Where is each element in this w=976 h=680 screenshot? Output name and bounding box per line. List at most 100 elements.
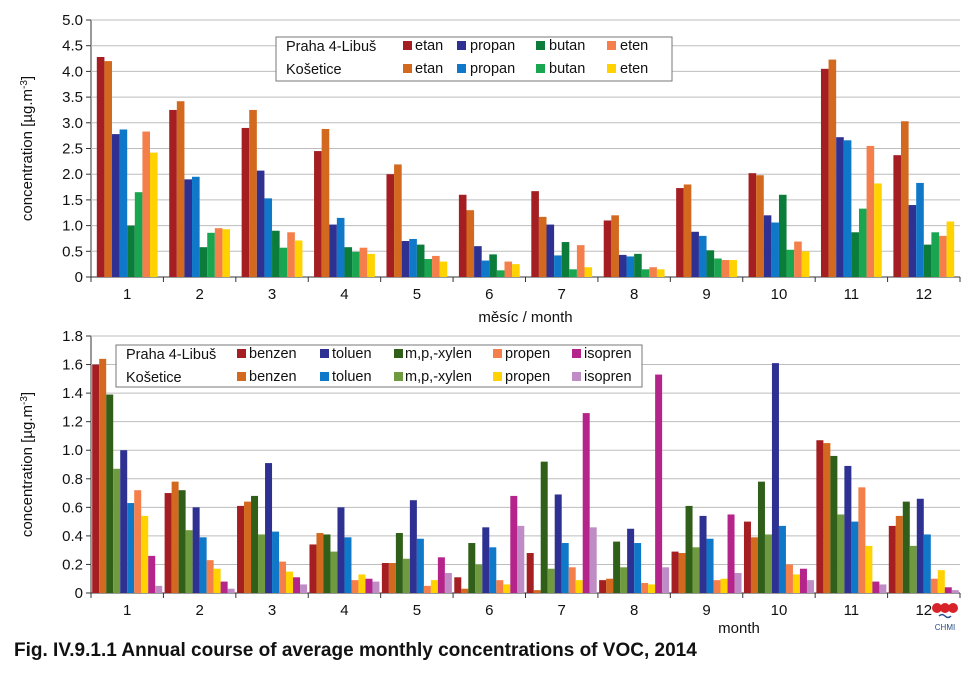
bar-propan-kosetice	[554, 255, 562, 277]
bar-eten-praha	[721, 260, 730, 277]
bar-benzen-praha	[888, 525, 896, 593]
bar-etan-praha	[386, 174, 395, 277]
bar-toluen-praha	[337, 507, 345, 593]
legend-series-label: eten	[620, 38, 648, 54]
legend-series-label: etan	[415, 38, 443, 54]
legend-series-label: toluen	[332, 346, 372, 362]
bar-isopren-kosetice	[444, 573, 452, 593]
bar-m-p-xylen-kosetice	[330, 551, 338, 593]
bar-m-p-xylen-praha	[395, 533, 403, 593]
y-tick-label: 0	[75, 269, 83, 286]
bar-propen-praha	[785, 564, 793, 593]
bar-propen-kosetice	[575, 580, 583, 593]
bar-propan-kosetice	[481, 260, 490, 277]
bar-isopren-praha	[655, 374, 663, 593]
y-tick-label: 1.0	[62, 218, 83, 235]
legend-swatch	[457, 64, 466, 73]
legend-swatch	[607, 64, 616, 73]
bar-butan-kosetice	[641, 269, 650, 277]
bar-m-p-xylen-kosetice	[547, 568, 555, 593]
legend-swatch	[536, 41, 545, 50]
bar-etan-praha	[458, 194, 467, 277]
bar-etan-kosetice	[466, 210, 475, 277]
bar-etan-praha	[676, 188, 684, 277]
x-axis-label: měsíc / month	[478, 309, 572, 326]
bar-propan-kosetice	[626, 256, 635, 277]
bar-propen-kosetice	[792, 574, 800, 593]
bar-etan-kosetice	[828, 59, 837, 277]
bar-etan-praha	[893, 155, 901, 277]
bar-isopren-praha	[727, 514, 735, 593]
x-tick-label: 5	[413, 286, 421, 303]
bar-eten-kosetice	[946, 221, 955, 277]
bar-isopren-kosetice	[517, 525, 525, 593]
legend-station-label: Košetice	[126, 370, 182, 386]
bar-isopren-kosetice	[589, 527, 597, 593]
bar-benzen-praha	[454, 577, 462, 593]
bar-toluen-praha	[844, 465, 852, 593]
bar-propan-praha	[474, 246, 482, 277]
y-tick-label: 3.5	[62, 89, 83, 106]
bar-propan-praha	[908, 205, 917, 277]
x-tick-label: 11	[844, 286, 860, 303]
bar-eten-praha	[287, 232, 295, 277]
bar-propan-praha	[329, 224, 337, 277]
bar-propan-kosetice	[119, 129, 128, 277]
bar-propan-kosetice	[409, 238, 417, 277]
bar-toluen-praha	[771, 363, 779, 593]
bar-eten-praha	[866, 145, 875, 277]
bar-toluen-kosetice	[272, 531, 280, 593]
bar-eten-kosetice	[512, 264, 520, 277]
y-tick-label: 1.0	[62, 442, 83, 459]
bar-m-p-xylen-kosetice	[837, 514, 845, 593]
bar-eten-praha	[649, 267, 657, 277]
bar-etan-kosetice	[249, 109, 257, 277]
bar-m-p-xylen-praha	[685, 505, 693, 593]
bar-benzen-kosetice	[533, 590, 541, 593]
bar-butan-kosetice	[858, 208, 867, 277]
bar-eten-kosetice	[150, 152, 158, 277]
y-tick-label: 1.5	[62, 192, 83, 209]
bar-butan-praha	[416, 244, 425, 277]
x-tick-label: 11	[844, 602, 860, 619]
legend-series-label: benzen	[249, 369, 297, 385]
legend-series-label: isopren	[584, 369, 632, 385]
bar-etan-kosetice	[104, 61, 113, 278]
bar-etan-kosetice	[176, 101, 185, 277]
bar-etan-praha	[748, 173, 757, 277]
x-tick-label: 12	[915, 286, 932, 303]
bar-propen-praha	[134, 490, 142, 593]
bar-etan-kosetice	[900, 121, 909, 278]
bar-benzen-praha	[164, 493, 172, 593]
x-tick-label: 1	[123, 602, 131, 619]
bar-toluen-praha	[120, 450, 128, 593]
bar-propan-kosetice	[336, 217, 345, 277]
bar-isopren-praha	[944, 587, 952, 593]
legend-swatch	[572, 372, 581, 381]
legend-swatch	[394, 349, 403, 358]
bar-etan-praha	[820, 68, 829, 277]
bar-isopren-kosetice	[227, 588, 235, 593]
legend-swatch	[536, 64, 545, 73]
bar-benzen-kosetice	[895, 515, 903, 593]
x-tick-label: 2	[195, 286, 203, 303]
y-axis-label: concentration [µg.m-3]	[19, 76, 37, 221]
bar-benzen-kosetice	[461, 588, 469, 593]
bar-propan-praha	[763, 215, 772, 277]
bar-isopren-praha	[437, 557, 445, 593]
bar-isopren-praha	[293, 577, 301, 593]
bar-propan-praha	[184, 179, 193, 277]
x-tick-label: 3	[268, 286, 276, 303]
x-axis-label: month	[718, 620, 760, 637]
bar-isopren-praha	[872, 581, 880, 593]
bar-benzen-praha	[816, 440, 824, 593]
legend-series-label: m,p,-xylen	[405, 346, 472, 362]
bar-butan-praha	[778, 194, 787, 277]
y-tick-label: 0.5	[62, 243, 83, 260]
bar-m-p-xylen-praha	[178, 490, 186, 593]
bar-toluen-kosetice	[851, 521, 859, 593]
y-tick-label: 0.8	[62, 471, 83, 488]
x-tick-label: 1	[123, 286, 131, 303]
bar-m-p-xylen-praha	[613, 541, 621, 593]
legend-series-label: m,p,-xylen	[405, 369, 472, 385]
